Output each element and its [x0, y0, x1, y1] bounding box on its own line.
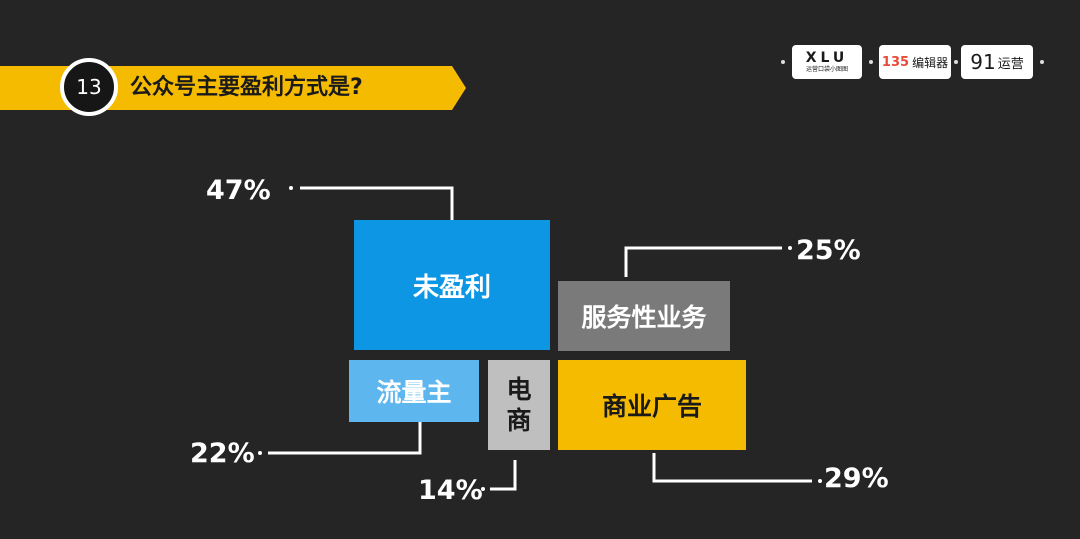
xlu-logo-subtext: 运营口袋小图图: [805, 66, 848, 73]
block-label-liuliangzhu: 流量主: [376, 378, 452, 407]
block-label-fuwu: 服务性业务: [581, 303, 707, 332]
dot-decoration: [1040, 60, 1044, 64]
block-liuliangzhu: 流量主: [349, 360, 479, 422]
block-dianshang: 电商: [488, 360, 550, 450]
dot-decoration: [781, 60, 785, 64]
page-title: 公众号主要盈利方式是?: [130, 75, 363, 100]
135-logo-text: 编辑器: [912, 55, 949, 70]
question-number-badge: 13: [60, 58, 118, 116]
leader-dot: [481, 487, 485, 491]
pct-label-guanggao: 29%: [824, 463, 889, 494]
leader-dot: [818, 479, 822, 483]
xlu-logo: XLU 运营口袋小图图: [792, 45, 862, 79]
91-yunying-logo: 91 运营: [961, 45, 1033, 79]
leader-line-guanggao: [652, 453, 812, 483]
block-fuwu: 服务性业务: [558, 281, 730, 351]
dot-decoration: [869, 60, 873, 64]
pct-label-fuwu: 25%: [796, 235, 861, 266]
135-logo-number: 135: [881, 54, 910, 70]
xlu-logo-text: XLU: [805, 50, 849, 66]
dot-decoration: [954, 60, 958, 64]
135-editor-logo: 135 编辑器: [879, 45, 951, 79]
91-logo-text: 运营: [997, 56, 1024, 72]
leader-dot: [788, 246, 792, 250]
pct-label-liuliangzhu: 22%: [190, 438, 255, 469]
pct-label-dianshang: 14%: [418, 475, 483, 506]
leader-line-liuliangzhu: [268, 422, 422, 455]
leader-line-dianshang: [490, 460, 517, 491]
pct-label-weiyingli: 47%: [206, 175, 271, 206]
block-guanggao: 商业广告: [558, 360, 746, 450]
block-label-guanggao: 商业广告: [601, 392, 702, 421]
block-weiyingli: 未盈利: [354, 220, 550, 350]
leader-dot: [258, 451, 262, 455]
block-label-dianshang: 电商: [506, 375, 532, 435]
leader-line-fuwu: [624, 246, 782, 277]
banner-arrow: [452, 66, 466, 110]
leader-dot: [289, 186, 293, 190]
leader-line-weiyingli: [300, 186, 454, 220]
91-logo-number: 91: [970, 50, 996, 74]
block-label-weiyingli: 未盈利: [412, 272, 491, 303]
